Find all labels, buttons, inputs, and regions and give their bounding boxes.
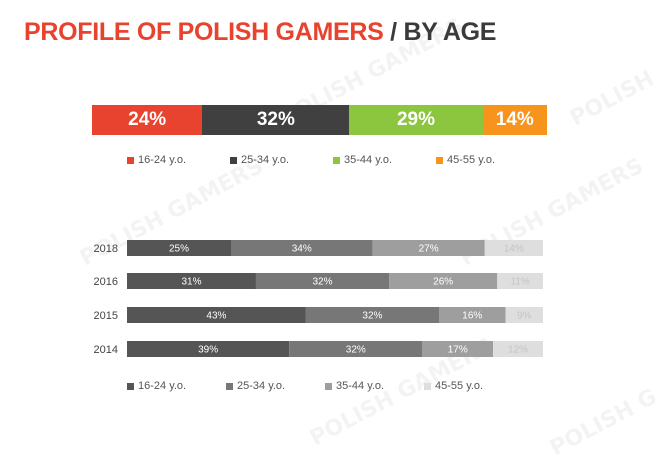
bar-2016-35-44-y-o — [389, 273, 498, 289]
bar-2018-16-24-y-o — [127, 240, 231, 256]
overall-age-legend: 16-24 y.o. 25-34 y.o. 35-44 y.o. 45-55 y.o. — [127, 154, 557, 168]
data-label: 31% — [181, 277, 201, 288]
legend-label: 16-24 y.o. — [138, 380, 187, 392]
legend-item-35-44-y-o: 35-44 y.o. — [325, 380, 384, 392]
legend-swatch — [127, 382, 134, 390]
bar-segment-45-55-y-o: 14% — [482, 105, 547, 135]
data-label: 43% — [206, 311, 226, 322]
data-label: 25% — [169, 244, 189, 255]
bar-2015-16-24-y-o — [127, 307, 306, 323]
data-label: 26% — [433, 277, 453, 288]
bar-2016-25-34-y-o — [255, 273, 390, 289]
data-label: 14% — [504, 244, 524, 255]
legend-item-16-24-y-o: 16-24 y.o. — [127, 154, 186, 166]
y-tick-label: 2018 — [94, 243, 118, 255]
legend-label: 35-44 y.o. — [336, 380, 385, 392]
legend-label: 25-34 y.o. — [241, 154, 290, 166]
legend-swatch — [127, 156, 134, 164]
data-label: 24% — [128, 109, 167, 130]
bar-2015-25-34-y-o — [305, 307, 439, 323]
legend-item-25-34-y-o: 25-34 y.o. — [230, 154, 289, 166]
data-label: 32% — [362, 311, 382, 322]
legend-label: 35-44 y.o. — [344, 154, 393, 166]
y-tick-label: 2014 — [94, 344, 118, 356]
data-label: 32% — [313, 277, 333, 288]
overall-age-bar: 24% 32% 29% 14% — [92, 105, 547, 135]
bar-segment-25-34-y-o: 32% — [202, 105, 350, 135]
y-tick-label: 2016 — [94, 276, 118, 288]
data-label: 39% — [198, 345, 218, 356]
legend-swatch — [230, 156, 237, 164]
yearly-age-legend: 16-24 y.o. 25-34 y.o. 35-44 y.o. 45-55 y.o. — [127, 380, 557, 394]
legend-item-35-44-y-o: 35-44 y.o. — [333, 154, 392, 166]
data-label: 27% — [419, 244, 439, 255]
page-title: PROFILE OF POLISH GAMERS / BY AGE — [24, 18, 496, 47]
bar-segment-35-44-y-o: 29% — [349, 105, 483, 135]
legend-item-45-55-y-o: 45-55 y.o. — [436, 154, 495, 166]
bar-2018-35-44-y-o — [372, 240, 485, 256]
bar-segment-16-24-y-o: 24% — [92, 105, 203, 135]
data-label: 29% — [396, 109, 436, 130]
title-sub: BY AGE — [403, 18, 497, 46]
bar-2015-35-44-y-o — [439, 307, 506, 323]
bar-2014-16-24-y-o — [127, 341, 290, 357]
bar-2014-25-34-y-o — [289, 341, 423, 357]
legend-swatch — [424, 382, 431, 390]
title-main: PROFILE OF POLISH GAMERS — [24, 18, 384, 46]
legend-label: 16-24 y.o. — [138, 154, 187, 166]
data-label: 32% — [256, 109, 295, 130]
bar-2016-45-55-y-o — [497, 273, 543, 289]
bar-2015-45-55-y-o — [505, 307, 543, 323]
title-separator: / — [383, 18, 404, 46]
bar-2016-16-24-y-o — [127, 273, 256, 289]
data-label: 11% — [510, 277, 529, 288]
data-label: 12% — [508, 345, 528, 356]
legend-item-16-24-y-o: 16-24 y.o. — [127, 380, 186, 392]
y-tick-label: 2015 — [94, 310, 118, 322]
bar-2014-45-55-y-o — [493, 341, 543, 357]
bar-2018-45-55-y-o — [484, 240, 543, 256]
legend-label: 25-34 y.o. — [237, 380, 286, 392]
legend-swatch — [333, 156, 340, 164]
data-label: 17% — [448, 345, 468, 356]
data-label: 34% — [292, 244, 312, 255]
legend-swatch — [226, 382, 233, 390]
data-label: 32% — [346, 345, 366, 356]
data-label: 16% — [462, 311, 482, 322]
bar-2018-25-34-y-o — [231, 240, 373, 256]
legend-label: 45-55 y.o. — [447, 154, 496, 166]
legend-label: 45-55 y.o. — [435, 380, 484, 392]
legend-swatch — [436, 156, 443, 164]
data-label: 9% — [517, 311, 532, 322]
legend-item-25-34-y-o: 25-34 y.o. — [226, 380, 285, 392]
bar-2014-35-44-y-o — [422, 341, 494, 357]
legend-swatch — [325, 382, 332, 390]
legend-item-45-55-y-o: 45-55 y.o. — [424, 380, 483, 392]
data-label: 14% — [495, 109, 534, 130]
